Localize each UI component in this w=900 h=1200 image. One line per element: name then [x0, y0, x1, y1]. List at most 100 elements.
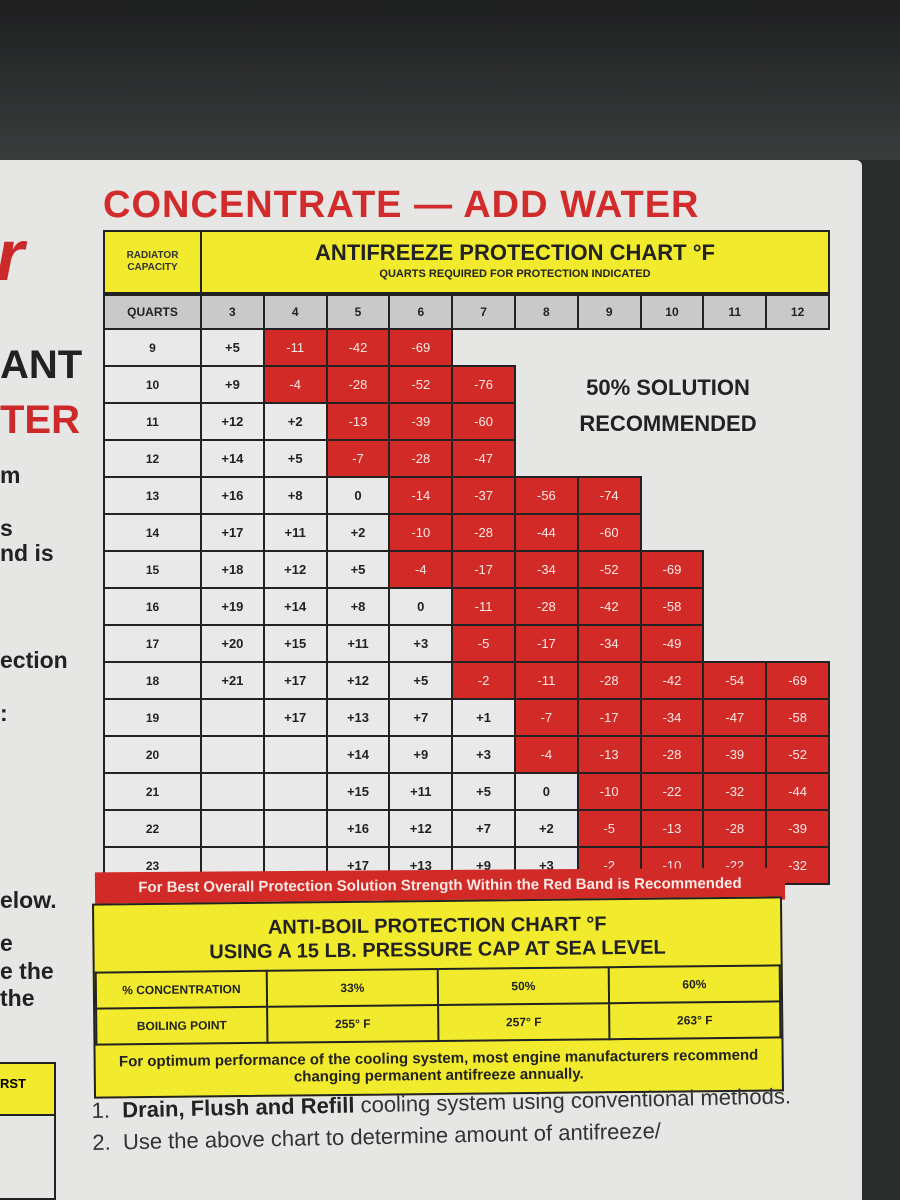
empty-area: [703, 625, 766, 662]
protection-cell: +17: [262, 698, 328, 737]
side-text: the: [0, 985, 35, 1011]
protection-cell: +8: [262, 476, 328, 515]
empty-area: [703, 329, 766, 366]
protection-cell: -28: [388, 439, 454, 478]
capacity-cell: 22: [103, 809, 202, 848]
capacity-cell: 15: [103, 550, 202, 589]
protection-cell: -28: [325, 365, 391, 404]
protection-cell: -17: [513, 624, 579, 663]
quarts-column-header: 7: [451, 294, 516, 330]
container-edge: [862, 160, 900, 1200]
radiator-capacity-label: RADIATOR CAPACITY: [105, 232, 202, 292]
protection-cell: -22: [639, 772, 705, 811]
boiling-point-value: 257° F: [438, 1003, 610, 1041]
protection-cell: -11: [451, 587, 516, 626]
boil-title: ANTI-BOIL PROTECTION CHART °F USING A 15…: [94, 910, 780, 965]
protection-cell: -69: [639, 550, 705, 589]
protection-cell: -28: [639, 735, 705, 774]
step-bold: Drain, Flush and Refill: [121, 1092, 355, 1123]
protection-cell: -4: [388, 550, 454, 589]
empty-area: [515, 403, 578, 440]
quarts-column-header: 8: [513, 294, 579, 330]
quarts-column-header: 11: [702, 294, 768, 330]
table-row: 20 +14 +9 +3 -4 -13 -28 -39 -52: [103, 735, 830, 774]
empty-area: [578, 329, 641, 366]
table-row: 14 +17 +11 +2 -10 -28 -44 -60: [103, 513, 829, 552]
protection-cell: +16: [200, 476, 265, 515]
anti-boil-chart: ANTI-BOIL PROTECTION CHART °F USING A 15…: [91, 896, 785, 1099]
empty-area: [766, 440, 829, 477]
protection-cell: [200, 809, 265, 848]
protection-cell: -5: [576, 809, 642, 848]
protection-cell: -49: [639, 624, 705, 663]
protection-cell: +2: [325, 513, 391, 552]
capacity-cell: 21: [103, 772, 202, 811]
quarts-column-header: 12: [765, 294, 830, 330]
protection-cell: -52: [576, 550, 642, 589]
table-row: 12 +14 +5 -7 -28 -47: [103, 439, 829, 478]
empty-area: [641, 514, 704, 551]
empty-area: [703, 514, 766, 551]
protection-cell: -17: [451, 550, 516, 589]
protection-cell: +9: [388, 735, 454, 774]
table-row: 21 +15 +11 +5 0 -10 -22 -32 -44: [103, 772, 830, 811]
boil-note: For optimum performance of the cooling s…: [118, 1046, 759, 1086]
protection-cell: -7: [513, 698, 579, 737]
step-number: 1.: [91, 1097, 111, 1124]
protection-cell: -10: [576, 772, 642, 811]
protection-cell: -11: [262, 328, 328, 367]
side-text: m: [0, 462, 21, 488]
protection-cell: +7: [388, 698, 454, 737]
empty-area: [766, 403, 829, 440]
protection-cell: -4: [513, 735, 579, 774]
table-row: 19 +17 +13 +7 +1 -7 -17 -34 -47 -58: [103, 698, 830, 737]
empty-area: [766, 514, 829, 551]
boiling-point-value: 255° F: [267, 1004, 439, 1043]
protection-cell: -76: [451, 365, 516, 404]
protection-cell: +17: [200, 513, 265, 552]
protection-cell: 0: [388, 587, 454, 626]
protection-cell: -52: [388, 365, 454, 404]
protection-cell: +12: [262, 550, 328, 589]
recommendation-text: 50% SOLUTION RECOMMENDED: [579, 375, 757, 436]
protection-cell: +12: [200, 402, 265, 441]
protection-cell: +19: [200, 587, 265, 626]
protection-cell: +2: [262, 402, 328, 441]
empty-area: [766, 329, 829, 366]
capacity-cell: 12: [103, 439, 202, 478]
quarts-column-header: 9: [576, 294, 642, 330]
protection-cell: +14: [325, 735, 391, 774]
protection-cell: -37: [451, 476, 516, 515]
protection-cell: +11: [325, 624, 391, 663]
protection-cell: -52: [765, 735, 830, 774]
protection-cell: +3: [388, 624, 454, 663]
protection-cell: [262, 735, 328, 774]
protection-cell: -32: [702, 772, 768, 811]
protection-cell: [200, 698, 265, 737]
capacity-cell: 14: [103, 513, 202, 552]
empty-area: [703, 440, 766, 477]
protection-cell: -47: [702, 698, 768, 737]
empty-area: [515, 329, 578, 366]
table-row: 13 +16 +8 0 -14 -37 -56 -74: [103, 476, 829, 515]
step-number: 2.: [92, 1129, 111, 1155]
protection-cell: -28: [513, 587, 579, 626]
empty-area: [766, 551, 829, 588]
empty-area: [578, 440, 641, 477]
protection-cell: -13: [325, 402, 391, 441]
capacity-cell: 10: [103, 365, 202, 404]
protection-cell: -28: [702, 809, 768, 848]
chart-subtitle: QUARTS REQUIRED FOR PROTECTION INDICATED: [379, 268, 651, 280]
protection-cell: [262, 809, 328, 848]
protection-cell: -28: [451, 513, 516, 552]
empty-area: [766, 588, 829, 625]
quarts-label: QUARTS: [103, 294, 202, 330]
freeze-table: QUARTS 3 4 5 6 7 8 9 10 11 12 9 +5 -11 -42 -69 10 +9 -4 -28…: [103, 294, 830, 885]
capacity-cell: 17: [103, 624, 202, 663]
quarts-column-header: 6: [388, 294, 454, 330]
empty-area: [766, 625, 829, 662]
protection-cell: +5: [388, 661, 454, 700]
protection-cell: -42: [576, 587, 642, 626]
capacity-cell: 11: [103, 402, 202, 441]
protection-cell: -14: [388, 476, 454, 515]
